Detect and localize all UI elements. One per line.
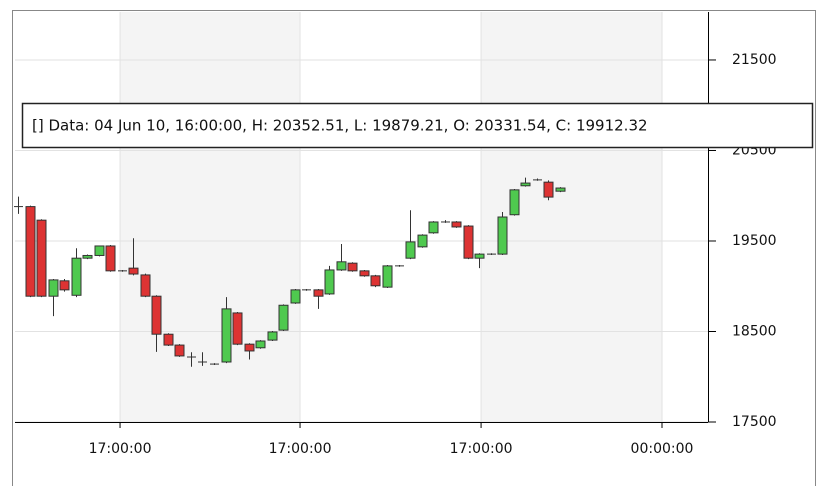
candle-body [520, 182, 531, 187]
candle-body [347, 262, 358, 272]
x-tick-label: 17:00:00 [89, 441, 152, 457]
x-tick-label: 17:00:00 [450, 441, 513, 457]
candle-body [255, 340, 266, 349]
candle-body [267, 331, 278, 341]
candle-body [278, 304, 289, 331]
candle-body [509, 189, 520, 216]
candle-body [71, 257, 82, 296]
x-tick-label: 00:00:00 [631, 441, 694, 457]
candle-body [313, 289, 324, 297]
candle-body [382, 265, 393, 288]
candle-body [290, 289, 301, 304]
candle-body [163, 333, 174, 346]
candle-body [36, 219, 47, 297]
candle-body [428, 221, 439, 234]
candle-body [543, 181, 554, 198]
candle-body [417, 234, 428, 248]
candle-body [474, 253, 485, 259]
candle-body [451, 221, 462, 228]
candle-body [497, 216, 508, 255]
candle-body [336, 261, 347, 271]
candle-body [59, 280, 70, 291]
candle-body [244, 343, 255, 352]
tooltip: [] Data: 04 Jun 10, 16:00:00, H: 20352.5… [21, 102, 814, 149]
y-tick-label: 17500 [732, 414, 777, 430]
candle-body [555, 187, 566, 192]
candle-body [359, 270, 370, 277]
candle-body [370, 275, 381, 287]
candle-body [140, 274, 151, 297]
candle-body [232, 312, 243, 345]
bands [120, 12, 662, 422]
candle-body [82, 254, 93, 259]
candle-body [151, 295, 162, 335]
candle-body [174, 344, 185, 357]
x-tick-label: 17:00:00 [269, 441, 332, 457]
shaded-band [481, 12, 662, 422]
y-tick-label: 21500 [732, 52, 777, 68]
tooltip-text: [] Data: 04 Jun 10, 16:00:00, H: 20352.5… [32, 117, 648, 135]
candles [14, 177, 566, 367]
shaded-band [120, 12, 301, 422]
y-tick-label: 18500 [732, 323, 777, 339]
candle-body [405, 241, 416, 259]
candle-body [48, 279, 59, 297]
y-tick-label: 19500 [732, 233, 777, 249]
candle-body [105, 245, 116, 272]
candle-body [324, 269, 335, 295]
candle-body [221, 308, 232, 363]
candle-body [128, 267, 139, 275]
tooltip-box [21, 102, 814, 149]
candle-body [463, 225, 474, 259]
candle-body [94, 245, 105, 256]
candle-body [25, 206, 36, 297]
